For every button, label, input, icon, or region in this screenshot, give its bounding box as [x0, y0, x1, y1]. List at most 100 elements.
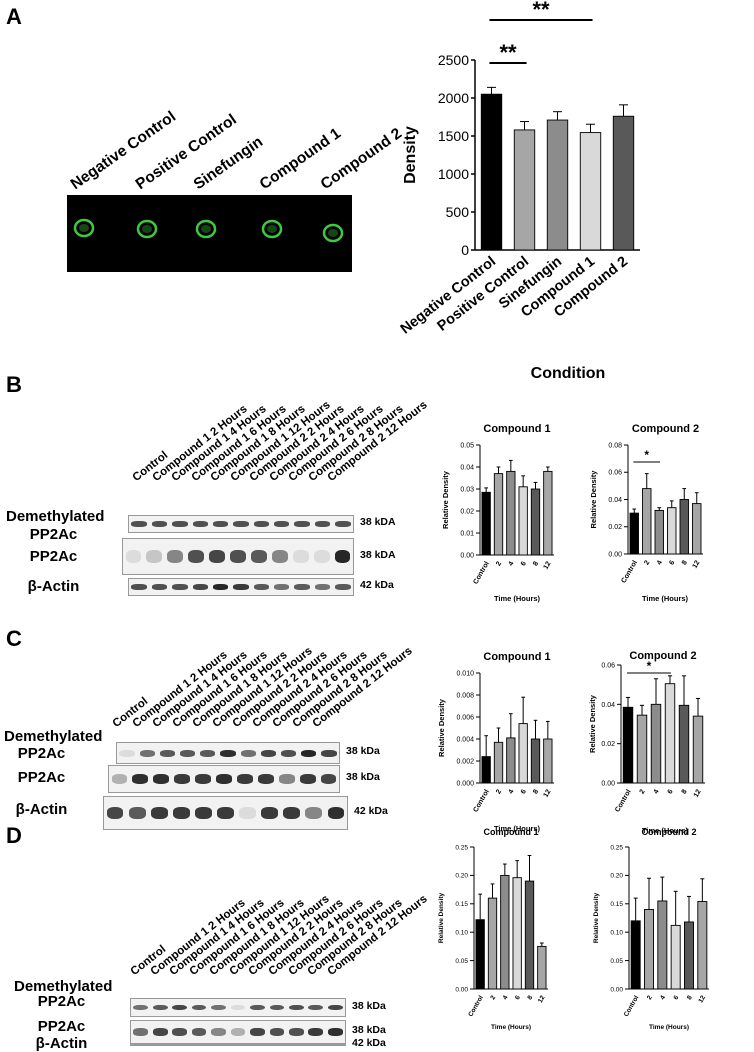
blot-strip-actin — [130, 1044, 346, 1046]
blot-band — [132, 774, 149, 784]
blot-band — [172, 1028, 188, 1036]
blot-band — [253, 521, 270, 527]
bar — [475, 919, 485, 990]
chart-title: Compound 1 — [484, 827, 539, 837]
y-tick-label: 0.20 — [610, 873, 623, 880]
blot-band — [131, 521, 147, 527]
blot-band — [321, 749, 337, 757]
row-label-pp2ac: PP2Ac — [17, 769, 66, 786]
y-tick-label: 0.15 — [455, 901, 468, 908]
kda-label: 38 kDa — [352, 999, 386, 1012]
x-tick-label: 2 — [495, 560, 503, 567]
blot-band — [152, 1028, 168, 1036]
x-tick-label: 6 — [668, 559, 676, 566]
dot-blot-lane-label: Negative Control — [67, 108, 180, 194]
blot-band — [250, 1044, 265, 1046]
x-axis-label: Time (Hours) — [494, 594, 541, 603]
row-label-beta-actin: β-Actin — [27, 578, 80, 595]
blot-strip-pp2ac — [122, 538, 354, 575]
chart-title: Compound 1 — [483, 423, 550, 435]
x-tick-label: 2 — [495, 788, 503, 795]
blot-band — [151, 584, 168, 590]
y-tick-label: 0.20 — [455, 873, 468, 880]
blot-band — [257, 774, 274, 784]
x-tick-label: 8 — [681, 788, 689, 795]
blot-strip-actin — [128, 578, 354, 596]
y-tick-label: 0.002 — [456, 758, 474, 765]
x-tick-label: 6 — [673, 994, 681, 1001]
blot-band — [327, 807, 345, 819]
blot-band — [200, 749, 216, 757]
y-axis-label: Relative Density — [588, 694, 597, 753]
blot-band — [273, 521, 290, 527]
chart-title: Compound 1 — [483, 651, 550, 663]
blot-band — [236, 774, 253, 784]
bar — [684, 921, 694, 990]
blot-band — [308, 1028, 324, 1036]
blot-band — [216, 774, 232, 784]
blot-band — [270, 1044, 285, 1046]
bar — [480, 93, 503, 251]
bar — [692, 503, 702, 555]
dot-blot-spots — [73, 218, 344, 243]
blot-band — [211, 1004, 226, 1011]
row-label-pp2ac: PP2Ac — [37, 1018, 86, 1035]
bar — [546, 119, 569, 251]
x-tick-label: 12 — [692, 559, 702, 569]
blot-band — [172, 1044, 187, 1046]
y-tick-label: 0.000 — [456, 780, 474, 787]
blot-strip-pp2ac — [108, 765, 340, 793]
bar — [493, 741, 504, 784]
dot-blot-spot-core — [201, 225, 211, 233]
y-tick-label: 0.00 — [455, 986, 468, 993]
y-tick-label: 0.01 — [460, 530, 474, 537]
row-label-demethylated-pp2ac: PP2Ac — [37, 993, 86, 1010]
bar — [692, 715, 704, 784]
y-tick-label: 0.00 — [610, 986, 623, 993]
y-tick-label: 0.15 — [610, 901, 623, 908]
blot-band — [167, 550, 184, 563]
kda-label: 38 kDA — [360, 516, 396, 528]
blot-band — [150, 807, 168, 819]
blot-band — [128, 807, 146, 819]
dot-blot-spot-core — [79, 224, 89, 232]
x-tick-label: 8 — [532, 560, 540, 567]
significance-marker: ** — [499, 40, 517, 65]
chart-d-compound-2: Compound 2 0.00 0.05 0.10 0.15 0.20 0.25 Contro… — [593, 827, 709, 1031]
blot-band — [278, 774, 295, 784]
y-axis-label: Relative Density — [441, 470, 450, 529]
dot-blot-spot — [261, 219, 283, 239]
blot-band — [146, 550, 163, 563]
dot-blot-spot — [195, 219, 217, 239]
blot-band — [250, 1004, 265, 1011]
blot-band — [172, 1004, 188, 1011]
x-tick-label: 6 — [520, 560, 528, 567]
bar — [524, 880, 535, 990]
blot-band — [217, 807, 234, 819]
blot-band — [305, 807, 323, 819]
y-tick-label: 0.006 — [456, 714, 474, 721]
x-tick-label: 6 — [520, 788, 528, 795]
blot-band — [192, 584, 208, 590]
x-tick-label: Control — [472, 788, 491, 813]
chart-title: Compound 2 — [629, 650, 696, 662]
blot-band — [133, 1044, 148, 1046]
blot-band — [253, 584, 270, 590]
chart-b-compound-1: Compound 1 0.00 0.01 0.02 0.03 0.04 0.05 Contro… — [441, 423, 554, 603]
blot-band — [280, 749, 297, 757]
row-label-demethylated: Demethylated — [4, 728, 103, 745]
blot-band — [174, 774, 191, 784]
y-tick-label: 0 — [461, 242, 469, 258]
blot-band — [327, 1004, 343, 1011]
blot-band — [260, 749, 277, 757]
bar — [506, 737, 516, 784]
blot-band — [335, 521, 351, 527]
dot-blot-image — [67, 195, 352, 272]
y-tick-label: 0.06 — [608, 470, 622, 477]
kda-label: 42 kDa — [360, 579, 394, 591]
blot-band — [283, 807, 301, 819]
bar — [518, 486, 528, 556]
blot-band — [269, 1004, 285, 1011]
kda-label: 42 kDa — [354, 805, 388, 817]
